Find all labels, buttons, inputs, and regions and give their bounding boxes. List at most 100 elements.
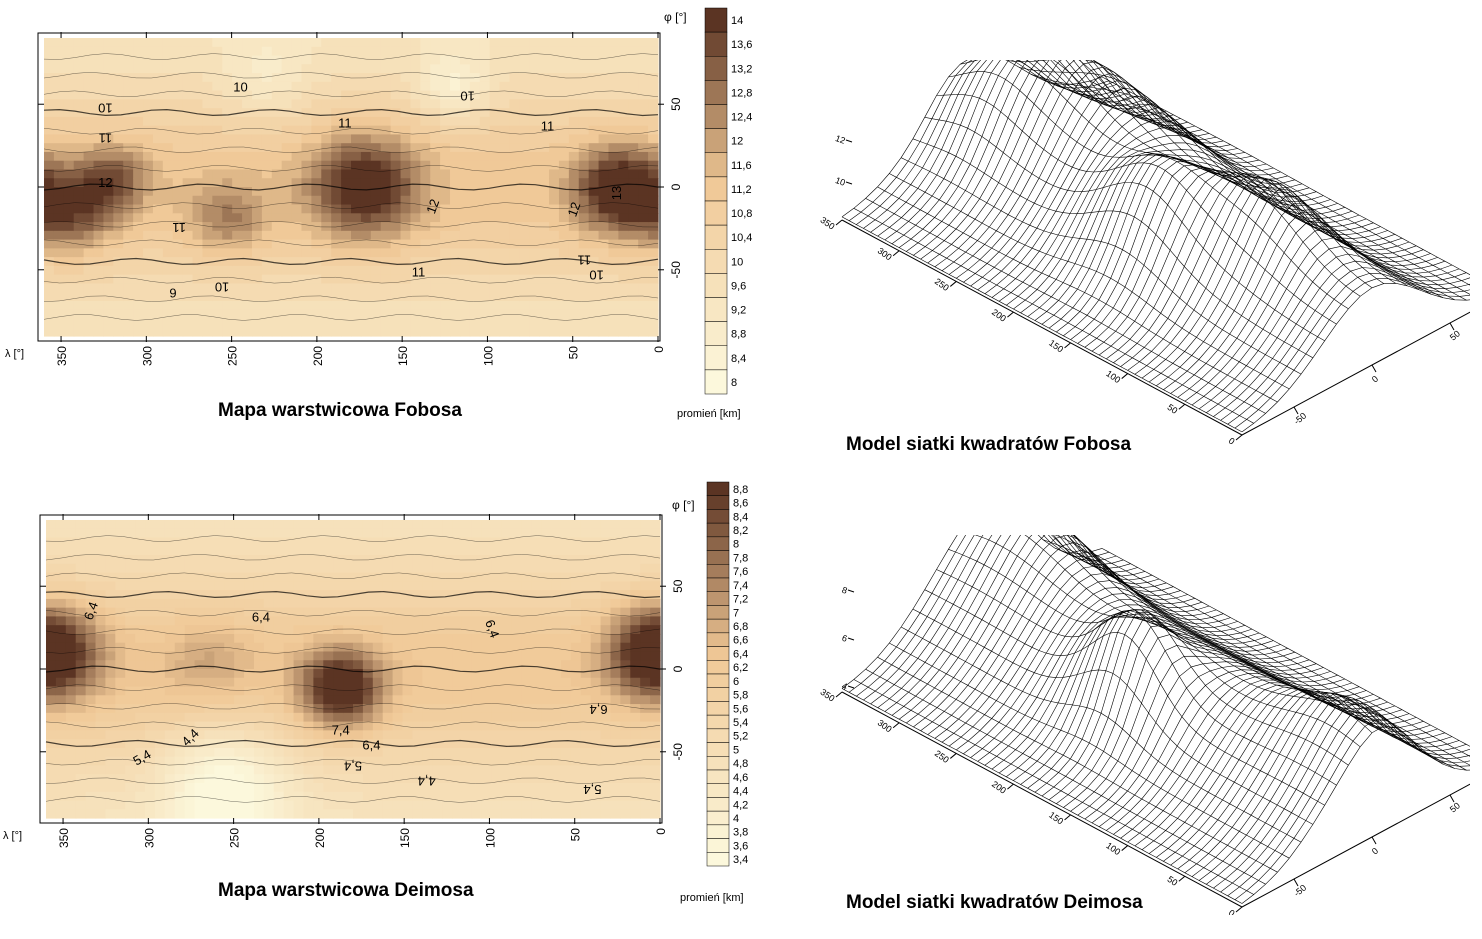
contour-cell	[331, 143, 342, 153]
contour-cell	[105, 633, 116, 644]
contour-cell	[303, 651, 314, 661]
contour-cell	[412, 721, 423, 731]
contour-cell	[154, 660, 166, 670]
contour-cell	[353, 642, 364, 653]
contour-cell	[551, 809, 562, 819]
contour-cell	[232, 169, 243, 179]
contour-cell	[588, 90, 600, 100]
contour-cell	[608, 108, 619, 118]
contour-label: 12	[564, 200, 583, 219]
contour-cell	[172, 125, 184, 136]
contour-cell	[224, 520, 235, 530]
contour-cell	[650, 581, 661, 591]
contour-cell	[164, 572, 176, 582]
contour-label: 6,4	[252, 609, 270, 624]
contour-cell	[382, 590, 394, 600]
contour-cell	[531, 669, 542, 679]
contour-cell	[83, 318, 95, 328]
contour-cell	[263, 537, 275, 547]
contour-cell	[125, 581, 136, 591]
contour-cell	[648, 257, 659, 267]
contour-cell	[541, 774, 552, 784]
contour-cell	[63, 274, 75, 285]
contour-cell	[133, 195, 144, 206]
contour-cell	[174, 633, 186, 644]
contour-cell	[113, 99, 124, 109]
contour-cell	[291, 134, 303, 144]
contour-cell	[145, 739, 156, 749]
contour-cell	[489, 151, 501, 162]
contour-cell	[331, 55, 342, 65]
contour-cell	[362, 651, 374, 661]
contour-cell	[511, 555, 522, 565]
mesh-line	[1013, 134, 1274, 310]
contour-cell	[63, 213, 75, 223]
contour-cell	[630, 563, 641, 574]
contour-cell	[380, 265, 392, 276]
contour-cell	[600, 633, 612, 644]
contour-cell	[618, 116, 629, 127]
contour-cell	[321, 213, 332, 223]
mesh-line	[1227, 273, 1470, 425]
contour-cell	[95, 774, 107, 784]
contour-cell	[103, 318, 114, 328]
contour-cell	[648, 292, 659, 302]
contour-cell	[321, 195, 332, 206]
contour-cell	[154, 809, 166, 819]
contour-cell	[234, 774, 245, 784]
contour-cell	[618, 143, 629, 153]
contour-cell	[251, 46, 263, 57]
mesh-line	[1156, 689, 1417, 858]
contour-cell	[133, 55, 144, 65]
contour-cell	[154, 686, 166, 696]
contour-cell	[145, 520, 156, 530]
contour-cell	[392, 756, 404, 767]
contour-cell	[162, 178, 174, 188]
contour-cell	[461, 809, 473, 819]
contour-cell	[479, 230, 491, 241]
contour-cell	[105, 782, 116, 793]
contour-cell	[461, 616, 473, 626]
contour-cell	[301, 90, 312, 100]
contour-cell	[232, 327, 243, 337]
contour-cell	[370, 134, 382, 144]
contour-cell	[578, 73, 590, 83]
contour-cell	[620, 572, 631, 582]
contour-cell	[568, 116, 580, 127]
contour-cell	[402, 739, 414, 749]
contour-cell	[560, 800, 572, 810]
contour-cell	[440, 143, 451, 153]
contour-cell	[164, 581, 176, 591]
contour-cell	[600, 520, 612, 530]
contour-cell	[410, 239, 421, 249]
contour-cell	[182, 134, 194, 144]
contour-cell	[380, 204, 392, 214]
contour-cell	[202, 73, 213, 83]
contour-cell	[501, 520, 513, 530]
contour-cell	[471, 546, 483, 556]
contour-cell	[174, 677, 186, 688]
contour-cell	[558, 213, 570, 223]
contour-cell	[539, 327, 550, 337]
contour-cell	[202, 143, 213, 153]
contour-cell	[115, 598, 126, 609]
contour-cell	[194, 520, 206, 530]
contour-cell	[471, 695, 483, 705]
contour-cell	[115, 537, 126, 547]
contour-cell	[481, 782, 493, 793]
contour-cell	[331, 283, 342, 293]
contour-cell	[162, 55, 174, 65]
contour-cell	[261, 327, 273, 337]
contour-cell	[640, 598, 651, 609]
contour-cell	[333, 800, 344, 810]
contour-cell	[640, 528, 651, 539]
contour-cell	[568, 108, 580, 118]
contour-cell	[135, 730, 146, 740]
contour-cell	[105, 747, 116, 758]
contour-cell	[432, 537, 443, 547]
contour-cell	[491, 607, 503, 618]
contour-cell	[303, 782, 314, 793]
contour-cell	[392, 695, 404, 705]
contour-cell	[281, 265, 293, 276]
contour-cell	[212, 151, 223, 162]
